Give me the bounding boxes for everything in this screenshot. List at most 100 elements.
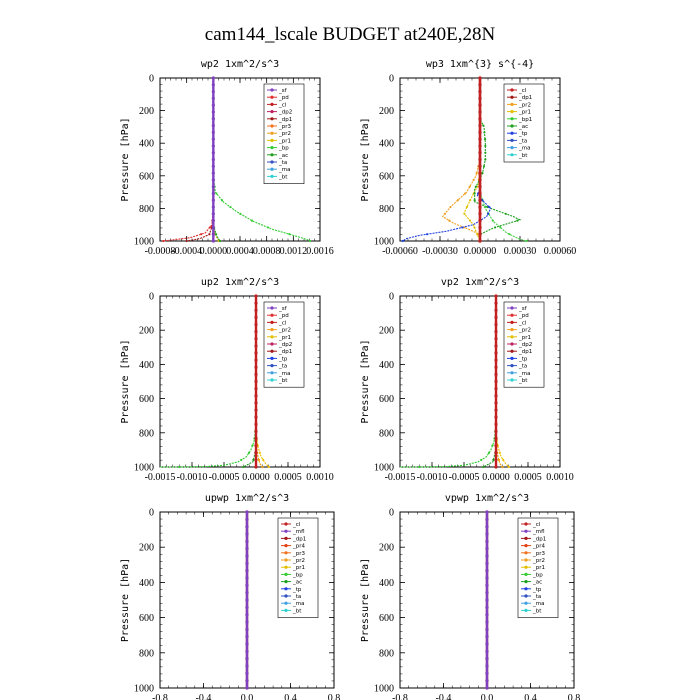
legend-label: _ta: [278, 160, 287, 166]
series-point: [261, 465, 264, 469]
legend-swatch-marker: [510, 342, 514, 346]
series-point: [485, 635, 489, 639]
series-point: [247, 451, 251, 454]
figure-title: cam144_lscale BUDGET at240E,28N: [205, 24, 496, 45]
series-point: [245, 561, 249, 565]
series-point: [211, 144, 215, 148]
legend-label: _ac: [292, 580, 302, 586]
series-point: [494, 226, 497, 229]
x-tick-label: 0.0010: [306, 472, 334, 483]
legend-label: _pr1: [278, 335, 291, 341]
series-point: [463, 212, 466, 215]
series-point: [494, 444, 498, 448]
panel-title: vpwp 1xm^2/s^3: [445, 493, 529, 504]
x-tick-label: 0.8: [568, 693, 581, 700]
series-point: [494, 436, 498, 441]
series-point: [469, 199, 472, 202]
series-point: [485, 576, 489, 580]
series-point: [211, 171, 215, 175]
legend-label: _pr1: [518, 110, 531, 116]
panel-2: wp3 1xm^{3} s^{-4} Pressure [hPa] -0.00060…: [360, 59, 576, 257]
legend-swatch-marker: [270, 378, 274, 382]
series-point: [482, 124, 485, 127]
legend-swatch-marker: [284, 594, 288, 598]
series-point: [502, 458, 505, 461]
series-point: [245, 598, 249, 602]
x-tick-label: 0.0: [241, 693, 254, 700]
y-axis-label: Pressure [hPa]: [120, 339, 131, 423]
y-tick-label: 400: [139, 360, 154, 371]
series-point: [211, 83, 215, 87]
series-point: [211, 239, 215, 243]
series-point: [485, 679, 489, 683]
legend-swatch-marker: [270, 146, 274, 150]
series-point: [485, 613, 489, 617]
series-point: [485, 517, 489, 521]
legend-label: _bt: [292, 608, 302, 614]
series-point: [245, 539, 249, 543]
y-tick-label: 800: [139, 204, 154, 215]
legend-label: _ta: [518, 138, 527, 144]
series-point: [257, 458, 261, 461]
legend-label: _dp1: [532, 536, 546, 542]
series-point: [485, 583, 489, 587]
legend-swatch-marker: [270, 88, 274, 92]
series-point: [211, 151, 215, 155]
legend-label: _bt: [278, 174, 288, 180]
legend-swatch-marker: [284, 536, 288, 541]
series-point: [211, 219, 215, 223]
x-tick-label: -0.0005: [449, 472, 480, 483]
panel-3: up2 1xm^2/s^3 Pressure [hPa] -0.0015 -0.001…: [120, 277, 334, 483]
legend-swatch-marker: [510, 349, 514, 353]
legend-label: _pr2: [532, 558, 545, 564]
series-point: [208, 226, 211, 229]
legend-swatch-marker: [270, 131, 274, 135]
series-point: [211, 117, 215, 121]
x-tick-label: -0.0010: [177, 472, 208, 483]
series-point: [478, 76, 482, 80]
x-tick-label: -0.0008: [145, 246, 176, 257]
series-point: [162, 239, 165, 243]
series-point: [211, 191, 215, 196]
legend-swatch-marker: [524, 587, 528, 591]
series-point: [267, 465, 270, 469]
legend-label: _pr2: [518, 102, 531, 108]
series-point: [486, 212, 490, 215]
series-point: [211, 76, 215, 80]
panel-6: vpwp 1xm^2/s^3 Pressure [hPa] -0.8 -0.4 0.0 0…: [360, 493, 580, 700]
legend: _cl_mfl_dp1_pr4_pr3_pr2_pr1_bp_ac_tp_ta_…: [517, 517, 559, 618]
series-point: [494, 401, 498, 405]
series-point: [254, 315, 258, 319]
series-point: [262, 458, 265, 461]
series-point: [473, 199, 476, 202]
legend-label: _ta: [292, 594, 301, 600]
series-point: [482, 465, 485, 469]
legend-label: _cl: [532, 522, 541, 528]
y-tick-label: 0: [389, 292, 394, 303]
series-point: [254, 451, 258, 455]
legend-swatch-marker: [524, 551, 528, 555]
y-axis-label: Pressure [hPa]: [360, 558, 371, 642]
legend-swatch-marker: [284, 580, 288, 584]
series-point: [478, 83, 482, 87]
legend-label: _pd: [278, 95, 289, 101]
legend-label: _bp: [292, 572, 303, 578]
series-point: [494, 429, 498, 433]
x-tick-label: -0.8: [152, 693, 168, 700]
series-point: [178, 465, 181, 469]
series-point: [497, 458, 501, 461]
legend-swatch-marker: [270, 167, 274, 171]
series-point: [254, 358, 258, 362]
series-point: [507, 465, 510, 469]
legend-label: _tp: [518, 356, 528, 362]
series-point: [483, 131, 486, 134]
x-tick-label: -0.0010: [417, 472, 448, 483]
x-tick-label: -0.0004: [171, 246, 202, 257]
series-point: [456, 199, 459, 202]
panel-title: upwp 1xm^2/s^3: [205, 493, 289, 504]
series-point: [245, 547, 249, 551]
legend-swatch-marker: [270, 117, 274, 121]
y-axis-label: Pressure [hPa]: [360, 339, 371, 423]
legend-swatch-marker: [510, 146, 514, 150]
